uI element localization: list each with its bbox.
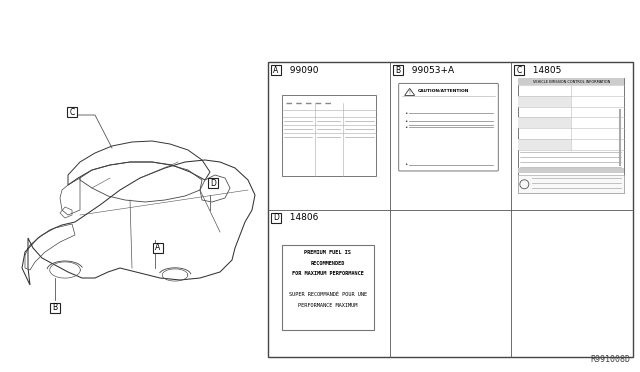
Text: 99090: 99090 <box>284 65 319 74</box>
Bar <box>518 168 624 173</box>
Bar <box>271 65 281 75</box>
Text: •: • <box>404 125 407 130</box>
Text: A: A <box>156 244 161 253</box>
Bar <box>271 212 281 222</box>
Text: CAUTION/ATTENTION: CAUTION/ATTENTION <box>418 89 469 93</box>
Text: D: D <box>210 179 216 187</box>
Bar <box>515 65 524 75</box>
Text: PREMIUM FUEL IS: PREMIUM FUEL IS <box>305 250 351 255</box>
Text: 14805: 14805 <box>527 65 562 74</box>
Bar <box>518 78 624 193</box>
Text: B: B <box>52 304 58 312</box>
Text: •: • <box>404 111 407 116</box>
Bar <box>518 96 571 107</box>
Text: C: C <box>516 65 522 74</box>
Bar <box>153 243 163 253</box>
Text: B: B <box>395 65 400 74</box>
Text: SUPER RECOMMANDÉ POUR UNE: SUPER RECOMMANDÉ POUR UNE <box>289 292 367 297</box>
Text: R991008D: R991008D <box>590 355 630 364</box>
Text: •: • <box>404 163 407 167</box>
Bar <box>208 178 218 188</box>
Text: C: C <box>69 108 75 116</box>
Text: !: ! <box>409 90 411 95</box>
FancyBboxPatch shape <box>399 83 499 171</box>
Bar <box>518 175 624 193</box>
Text: PERFORMANCE MAXIMUM: PERFORMANCE MAXIMUM <box>298 303 358 308</box>
Bar <box>518 78 624 85</box>
Text: A: A <box>273 65 278 74</box>
Text: 99053+A: 99053+A <box>406 65 454 74</box>
Text: RECOMMENDED: RECOMMENDED <box>310 261 345 266</box>
Text: •: • <box>404 119 407 124</box>
Bar <box>282 245 374 330</box>
Bar <box>50 303 60 313</box>
Bar <box>518 139 571 150</box>
Bar <box>282 95 376 176</box>
Text: FOR MAXIMUM PERFORMANCE: FOR MAXIMUM PERFORMANCE <box>292 271 364 276</box>
Text: D: D <box>273 213 279 222</box>
Bar <box>518 118 571 128</box>
Bar <box>67 107 77 117</box>
Bar <box>393 65 403 75</box>
Text: 14806: 14806 <box>284 213 318 222</box>
Text: VEHICLE EMISSION CONTROL INFORMATION: VEHICLE EMISSION CONTROL INFORMATION <box>532 80 610 84</box>
Bar <box>268 62 633 357</box>
